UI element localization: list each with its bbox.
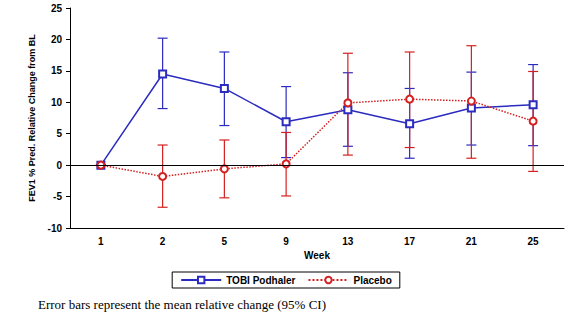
svg-text:TOBI Podhaler: TOBI Podhaler: [226, 275, 295, 286]
svg-text:10: 10: [51, 97, 63, 108]
svg-text:9: 9: [283, 236, 289, 247]
svg-text:FEV1 % Pred. Relative Change f: FEV1 % Pred. Relative Change from BL: [27, 34, 37, 202]
svg-text:20: 20: [51, 34, 63, 45]
svg-text:17: 17: [404, 236, 416, 247]
svg-text:1: 1: [98, 236, 104, 247]
svg-text:5: 5: [56, 128, 62, 139]
svg-text:-10: -10: [48, 223, 63, 234]
svg-text:13: 13: [342, 236, 354, 247]
svg-text:-5: -5: [53, 191, 62, 202]
svg-text:0: 0: [56, 160, 62, 171]
svg-text:15: 15: [51, 65, 63, 76]
svg-text:21: 21: [466, 236, 478, 247]
svg-text:25: 25: [51, 3, 63, 14]
svg-text:25: 25: [528, 236, 540, 247]
svg-text:5: 5: [222, 236, 228, 247]
svg-text:2: 2: [160, 236, 166, 247]
svg-text:Error bars represent the mean: Error bars represent the mean relative c…: [38, 297, 326, 312]
svg-text:Week: Week: [304, 250, 330, 261]
svg-text:Placebo: Placebo: [353, 275, 391, 286]
